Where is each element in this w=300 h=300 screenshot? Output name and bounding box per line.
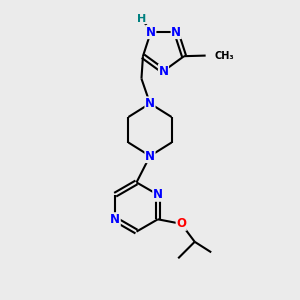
Text: N: N <box>145 97 155 110</box>
Text: N: N <box>158 64 169 78</box>
Text: N: N <box>153 188 163 201</box>
Text: H: H <box>137 14 146 23</box>
Text: N: N <box>171 26 181 38</box>
Text: N: N <box>110 213 120 226</box>
Text: N: N <box>146 26 156 38</box>
Text: CH₃: CH₃ <box>214 51 234 61</box>
Text: O: O <box>176 217 186 230</box>
Text: N: N <box>145 149 155 163</box>
